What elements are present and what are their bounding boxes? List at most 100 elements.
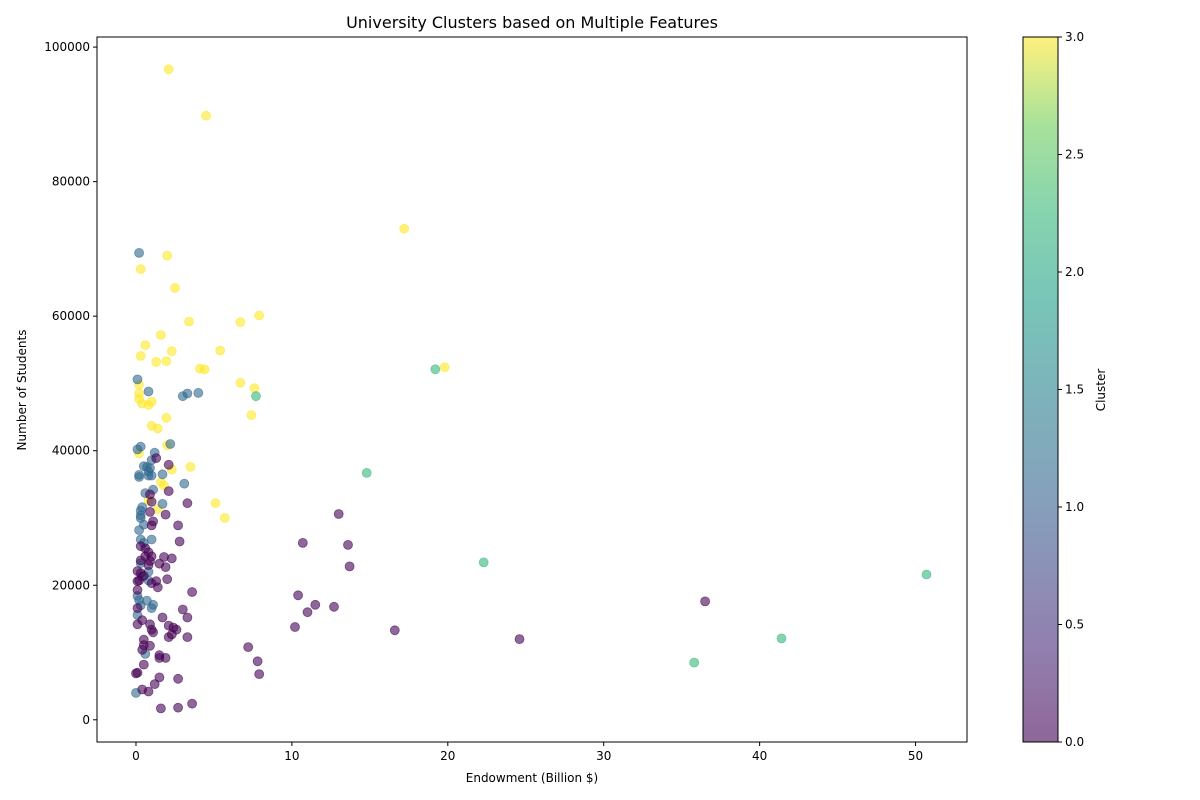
data-point bbox=[149, 679, 160, 689]
x-tick-label: 50 bbox=[908, 749, 923, 763]
data-point bbox=[134, 472, 145, 482]
data-point bbox=[132, 603, 143, 613]
data-point bbox=[343, 540, 353, 550]
colorbar-tick-label: 0.0 bbox=[1065, 735, 1084, 749]
data-point bbox=[145, 506, 155, 517]
data-point bbox=[310, 599, 321, 610]
data-point bbox=[252, 656, 263, 667]
data-point bbox=[161, 412, 172, 423]
y-tick-label: 40000 bbox=[52, 444, 90, 458]
data-point bbox=[135, 350, 146, 361]
data-point bbox=[182, 498, 193, 509]
data-point bbox=[333, 509, 344, 519]
data-point bbox=[187, 587, 198, 597]
y-tick-label: 20000 bbox=[52, 578, 90, 592]
data-point bbox=[155, 703, 166, 714]
data-point bbox=[163, 632, 174, 642]
data-point bbox=[143, 400, 154, 410]
data-point bbox=[163, 459, 174, 470]
x-tick-label: 10 bbox=[284, 749, 299, 763]
data-point bbox=[132, 585, 143, 595]
data-point bbox=[145, 640, 155, 651]
data-point bbox=[193, 387, 204, 398]
colorbar bbox=[1022, 36, 1059, 743]
data-point bbox=[185, 461, 196, 472]
data-point bbox=[182, 632, 193, 642]
data-point bbox=[154, 672, 165, 683]
data-point bbox=[132, 576, 143, 587]
x-axis-label: Endowment (Billion $) bbox=[466, 771, 599, 785]
y-tick-label: 80000 bbox=[52, 175, 90, 189]
colorbar-tick-label: 1.0 bbox=[1065, 500, 1084, 514]
y-tick-label: 100000 bbox=[44, 40, 90, 54]
data-point bbox=[137, 644, 148, 655]
data-point bbox=[131, 668, 141, 679]
data-point bbox=[160, 653, 171, 663]
data-point bbox=[135, 555, 146, 566]
colorbar-axis: 0.0 0.5 1.0 1.5 2.0 2.5 3.0 bbox=[1058, 30, 1084, 749]
data-point bbox=[134, 525, 145, 535]
colorbar-tick-label: 3.0 bbox=[1065, 30, 1084, 44]
data-point bbox=[152, 423, 163, 434]
data-point bbox=[148, 627, 159, 638]
data-point bbox=[243, 642, 254, 652]
colorbar-tick-label: 2.0 bbox=[1065, 265, 1084, 279]
data-point bbox=[146, 470, 157, 481]
data-point bbox=[163, 64, 174, 75]
data-point bbox=[143, 686, 154, 697]
data-point bbox=[689, 657, 700, 668]
data-point bbox=[173, 702, 184, 713]
data-point bbox=[151, 453, 162, 464]
data-point bbox=[290, 622, 300, 632]
data-point bbox=[162, 574, 173, 585]
y-tick-label: 0 bbox=[82, 713, 90, 727]
data-point bbox=[161, 356, 172, 367]
data-point bbox=[249, 383, 260, 394]
data-point bbox=[143, 386, 154, 397]
data-point bbox=[140, 340, 151, 351]
chart-title: University Clusters based on Multiple Fe… bbox=[346, 13, 718, 32]
data-point bbox=[132, 444, 143, 455]
data-point bbox=[146, 496, 157, 507]
data-point bbox=[177, 604, 188, 615]
data-point bbox=[170, 282, 180, 293]
points-layer bbox=[131, 64, 932, 714]
colorbar-label: Cluster bbox=[1094, 369, 1108, 412]
data-point bbox=[138, 659, 149, 670]
colorbar-tick-label: 2.5 bbox=[1065, 148, 1084, 162]
data-point bbox=[921, 569, 932, 580]
data-point bbox=[134, 247, 145, 258]
data-point bbox=[166, 553, 177, 564]
y-tick-label: 60000 bbox=[52, 309, 90, 323]
data-point bbox=[344, 561, 355, 572]
data-point bbox=[152, 582, 163, 593]
data-point bbox=[329, 601, 339, 612]
data-point bbox=[179, 478, 190, 489]
data-point bbox=[219, 513, 230, 523]
data-point bbox=[430, 364, 441, 375]
data-point bbox=[776, 633, 787, 644]
x-tick-label: 30 bbox=[596, 749, 611, 763]
data-point bbox=[215, 345, 226, 356]
data-point bbox=[201, 110, 212, 121]
data-point bbox=[157, 498, 168, 509]
x-axis: 0 10 20 30 40 50 bbox=[132, 742, 923, 763]
data-point bbox=[199, 364, 210, 375]
data-point bbox=[254, 310, 265, 321]
data-point bbox=[146, 520, 157, 531]
data-point bbox=[439, 362, 450, 373]
data-point bbox=[177, 391, 188, 402]
colorbar-tick-label: 0.5 bbox=[1065, 618, 1084, 632]
colorbar-tick-label: 1.5 bbox=[1065, 383, 1084, 397]
x-tick-label: 40 bbox=[752, 749, 767, 763]
data-point bbox=[700, 596, 710, 607]
x-tick-label: 0 bbox=[132, 749, 140, 763]
data-point bbox=[514, 634, 525, 644]
data-point bbox=[165, 439, 176, 449]
data-point bbox=[160, 562, 171, 572]
data-point bbox=[132, 619, 143, 630]
data-point bbox=[297, 538, 308, 548]
data-point bbox=[293, 590, 304, 601]
data-point bbox=[173, 520, 184, 531]
